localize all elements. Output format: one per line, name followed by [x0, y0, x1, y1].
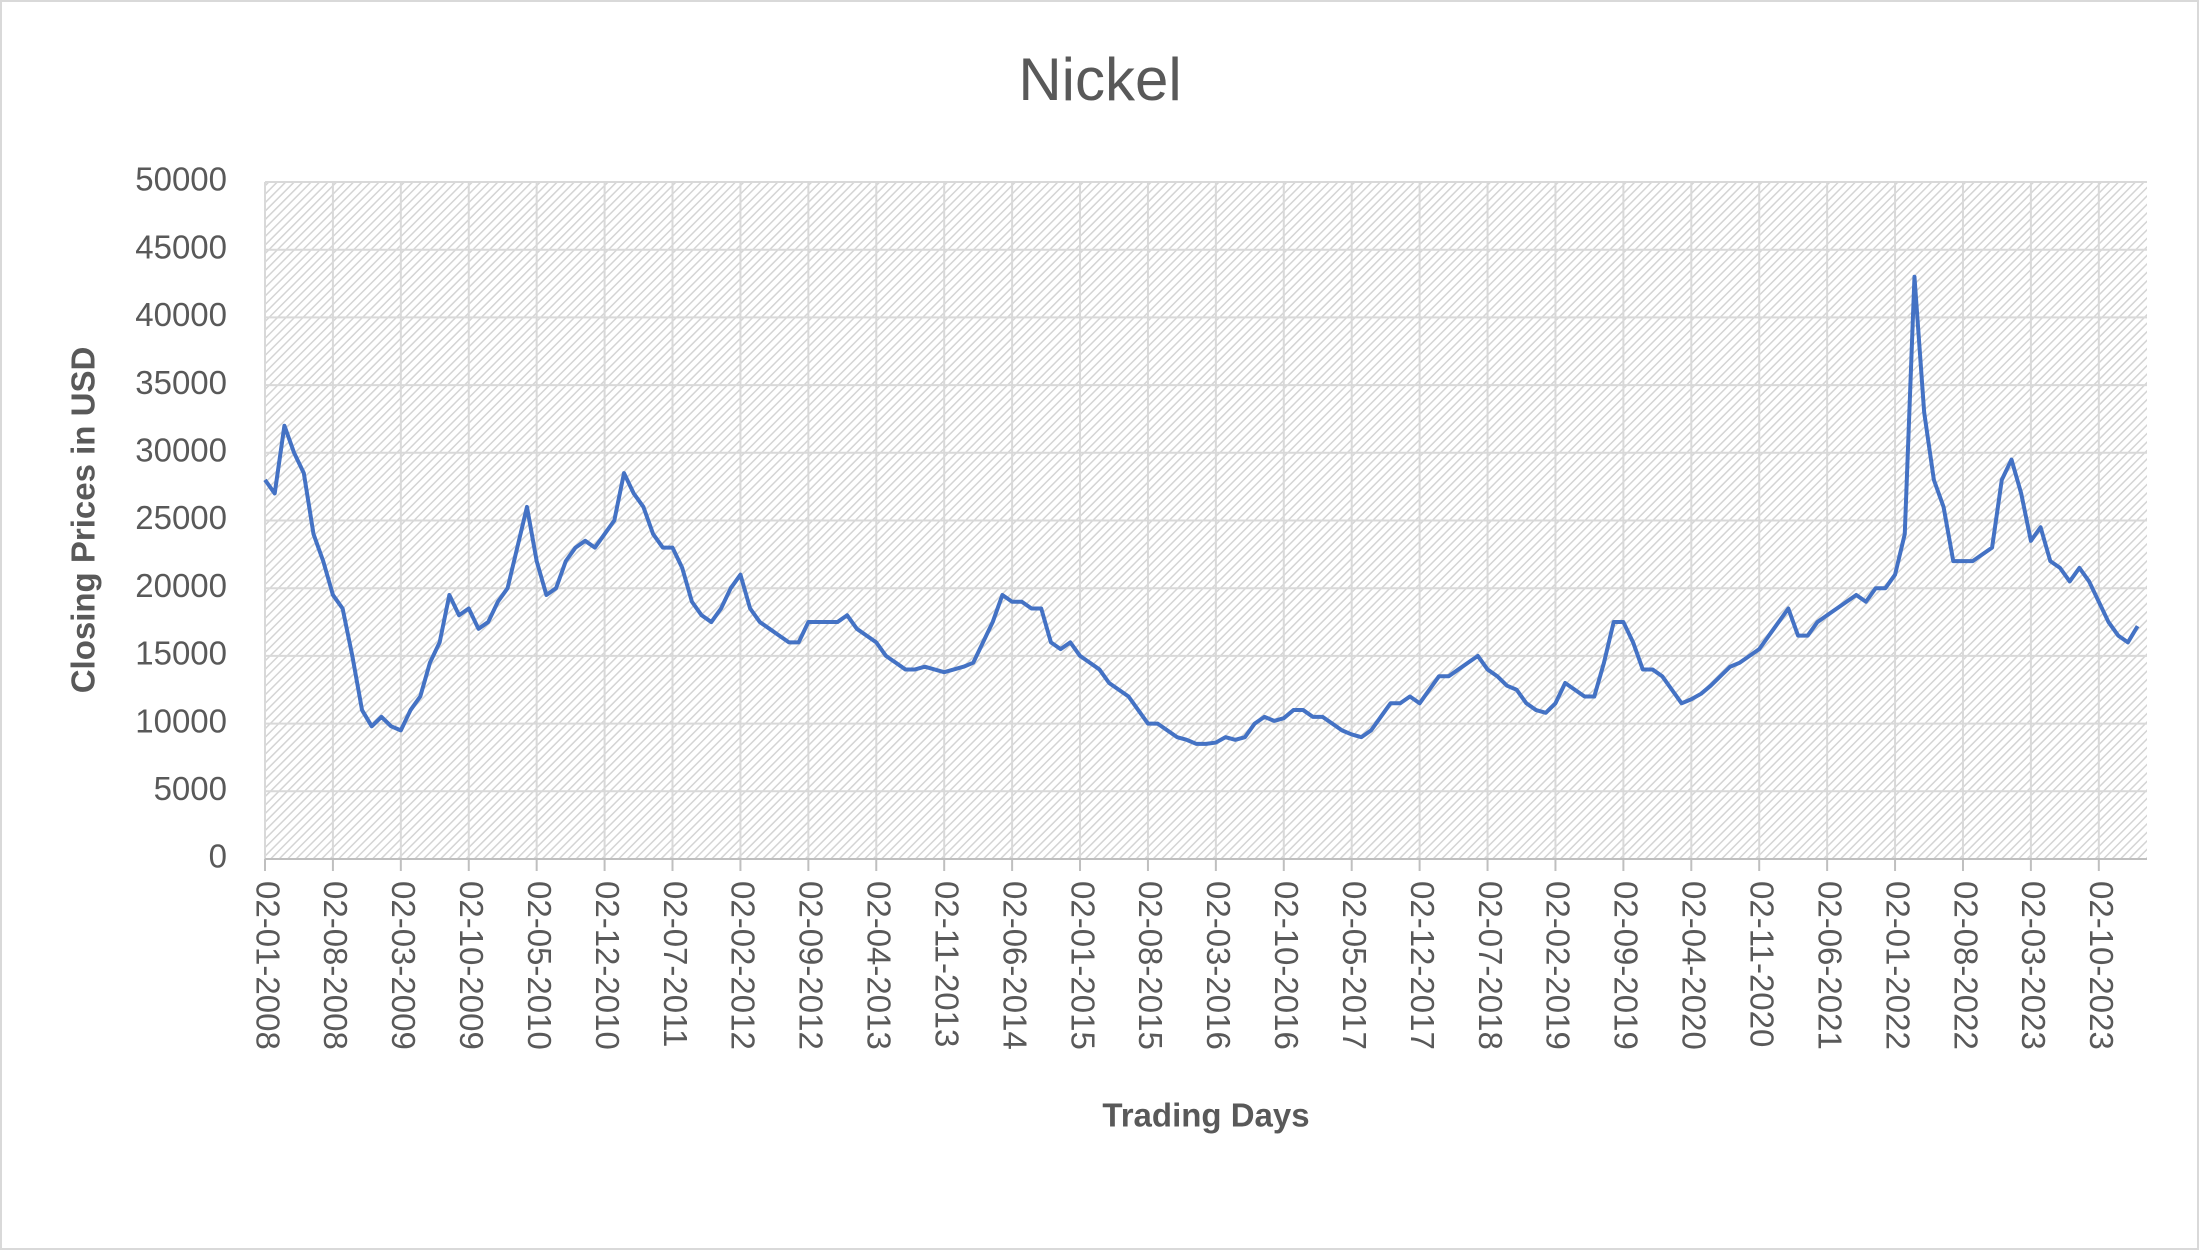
price-line: [263, 274, 2140, 746]
x-tick-label: 02-11-2020: [1743, 881, 1780, 1047]
x-tick-label: 02-03-2023: [2015, 881, 2052, 1050]
y-tick-label: 10000: [135, 702, 227, 739]
x-tick-label: 02-08-2008: [317, 881, 354, 1050]
x-tick-label: 02-07-2018: [1472, 881, 1509, 1050]
x-tick-label: 02-08-2022: [1947, 881, 1984, 1050]
x-tick-label: 02-01-2022: [1879, 881, 1916, 1050]
x-tick-label: 02-08-2015: [1132, 881, 1169, 1050]
x-tick-label: 02-01-2015: [1064, 881, 1101, 1050]
y-tick-label: 5000: [154, 770, 227, 807]
x-tick-label: 02-06-2014: [996, 881, 1033, 1050]
y-tick-label: 0: [209, 838, 227, 875]
x-tick-label: 02-10-2016: [1268, 881, 1305, 1050]
x-tick-label: 02-10-2023: [2083, 881, 2120, 1050]
x-tick-label: 02-05-2017: [1336, 881, 1373, 1050]
x-tick-label: 02-09-2019: [1608, 881, 1645, 1050]
x-tick-label: 02-05-2010: [521, 881, 558, 1050]
x-tick-label: 02-12-2010: [589, 881, 626, 1050]
y-tick-label: 20000: [135, 567, 227, 604]
x-tick-label: 02-10-2009: [453, 881, 490, 1050]
x-tick-label: 02-11-2013: [928, 881, 965, 1047]
x-axis-title: Trading Days: [1102, 1097, 1309, 1134]
x-tick-label: 02-04-2013: [861, 881, 898, 1050]
x-tick-label: 02-03-2016: [1200, 881, 1237, 1050]
y-tick-label: 15000: [135, 635, 227, 672]
x-tick-label: 02-02-2019: [1540, 881, 1577, 1050]
x-tick-label: 02-09-2012: [793, 881, 830, 1050]
x-tick-label: 02-06-2021: [1811, 881, 1848, 1050]
y-tick-label: 30000: [135, 432, 227, 469]
y-axis-title: Closing Prices in USD: [65, 347, 102, 694]
x-tick-label: 02-04-2020: [1676, 881, 1713, 1050]
x-tick-label: 02-01-2008: [249, 881, 286, 1050]
y-tick-label: 40000: [135, 296, 227, 333]
chart-title: Nickel: [1018, 46, 1181, 113]
x-tick-label: 02-02-2012: [725, 881, 762, 1050]
x-tick-label: 02-03-2009: [385, 881, 422, 1050]
x-tick-label: 02-12-2017: [1404, 881, 1441, 1050]
y-tick-label: 35000: [135, 364, 227, 401]
y-tick-label: 50000: [135, 161, 227, 198]
y-tick-label: 25000: [135, 499, 227, 536]
x-tick-label: 02-07-2011: [657, 881, 694, 1047]
y-tick-label: 45000: [135, 228, 227, 265]
